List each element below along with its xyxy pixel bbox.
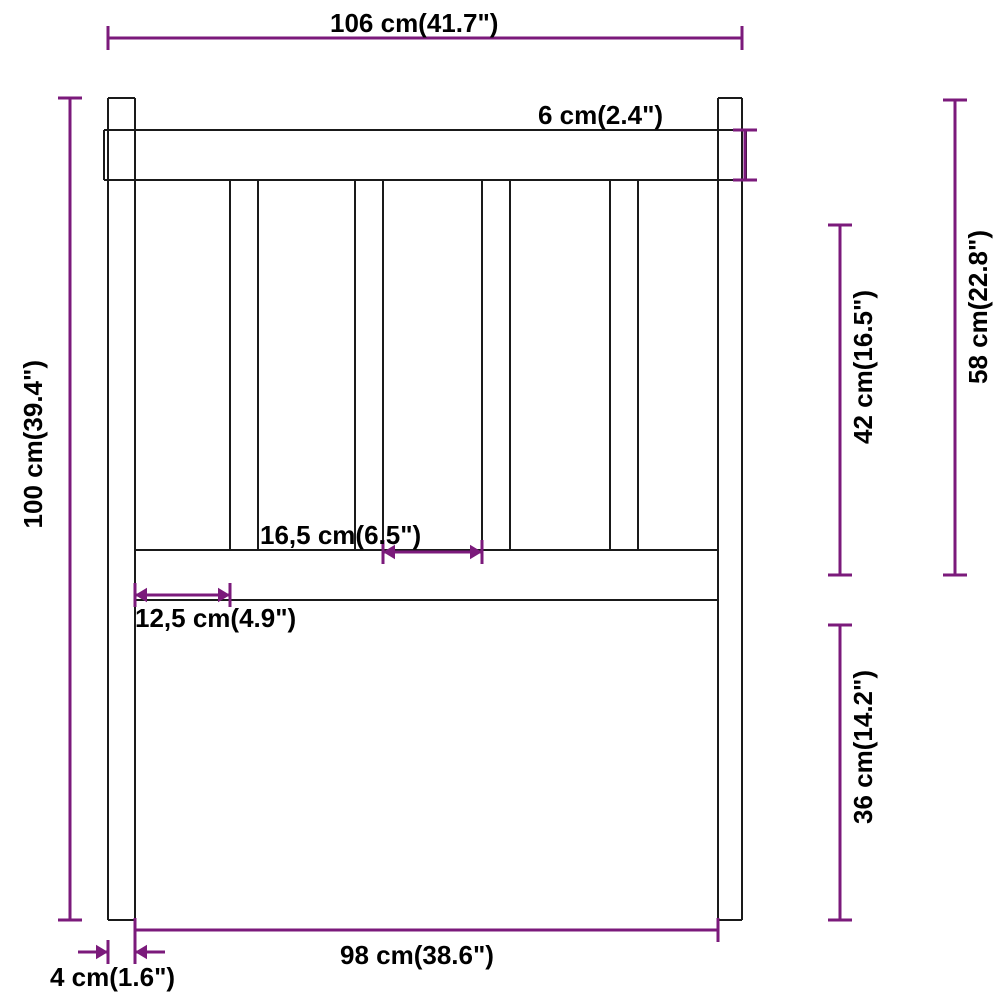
dim-post-width: 12,5 cm(4.9") [135,603,296,634]
dim-height-58: 58 cm(22.8") [963,230,993,384]
dim-depth: 4 cm(1.6") [50,962,175,993]
dim-height-36: 36 cm(14.2") [848,670,879,824]
dim-top-width: 106 cm(41.7") [330,8,498,39]
dim-rail-thickness: 6 cm(2.4") [538,100,663,131]
dim-height-100: 100 cm(39.4") [18,360,49,528]
headboard-outline [104,98,746,920]
technical-drawing [0,0,993,1003]
dimension-lines [58,26,967,964]
dim-panel-width: 16,5 cm(6.5") [260,520,421,551]
dim-bottom-width: 98 cm(38.6") [340,940,494,971]
dim-height-42: 42 cm(16.5") [848,290,879,444]
